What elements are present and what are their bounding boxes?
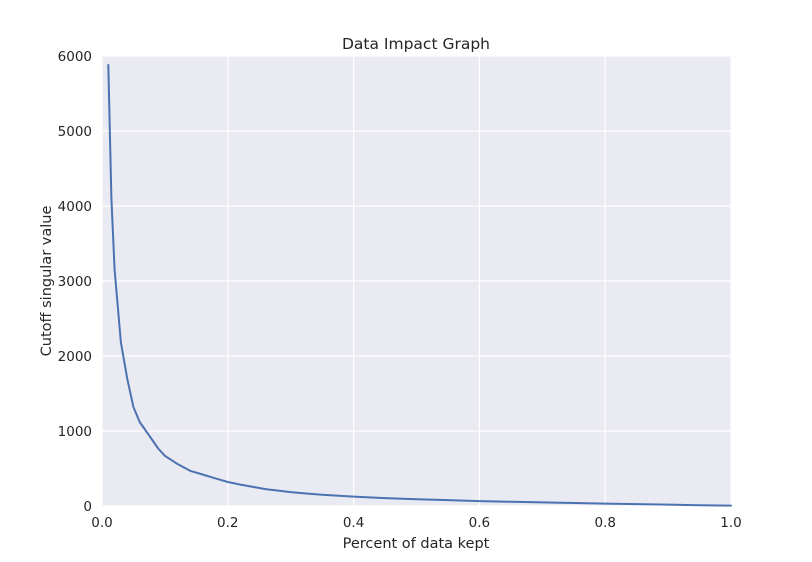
grid-lines	[101, 55, 732, 507]
x-tick-label: 1.0	[720, 515, 741, 531]
x-axis-ticks: 0.0 0.2 0.4 0.6 0.8 1.0	[91, 515, 741, 531]
x-tick-label: 0.8	[594, 515, 615, 531]
y-tick-label: 2000	[58, 349, 92, 365]
chart-title: Data Impact Graph	[342, 35, 490, 53]
y-tick-label: 3000	[58, 274, 92, 290]
series-line	[107, 64, 732, 507]
x-tick-label: 0.0	[91, 515, 112, 531]
y-axis-ticks: 0 1000 2000 3000 4000 5000 6000	[58, 49, 92, 515]
y-tick-label: 4000	[58, 199, 92, 215]
y-axis-label: Cutoff singular value	[39, 206, 55, 357]
y-tick-label: 0	[83, 499, 92, 515]
y-tick-label: 6000	[58, 49, 92, 65]
y-tick-label: 5000	[58, 124, 92, 140]
x-tick-label: 0.6	[469, 515, 490, 531]
y-tick-label: 1000	[58, 424, 92, 440]
x-axis-label: Percent of data kept	[343, 536, 490, 552]
x-tick-label: 0.2	[217, 515, 238, 531]
x-tick-label: 0.4	[343, 515, 364, 531]
